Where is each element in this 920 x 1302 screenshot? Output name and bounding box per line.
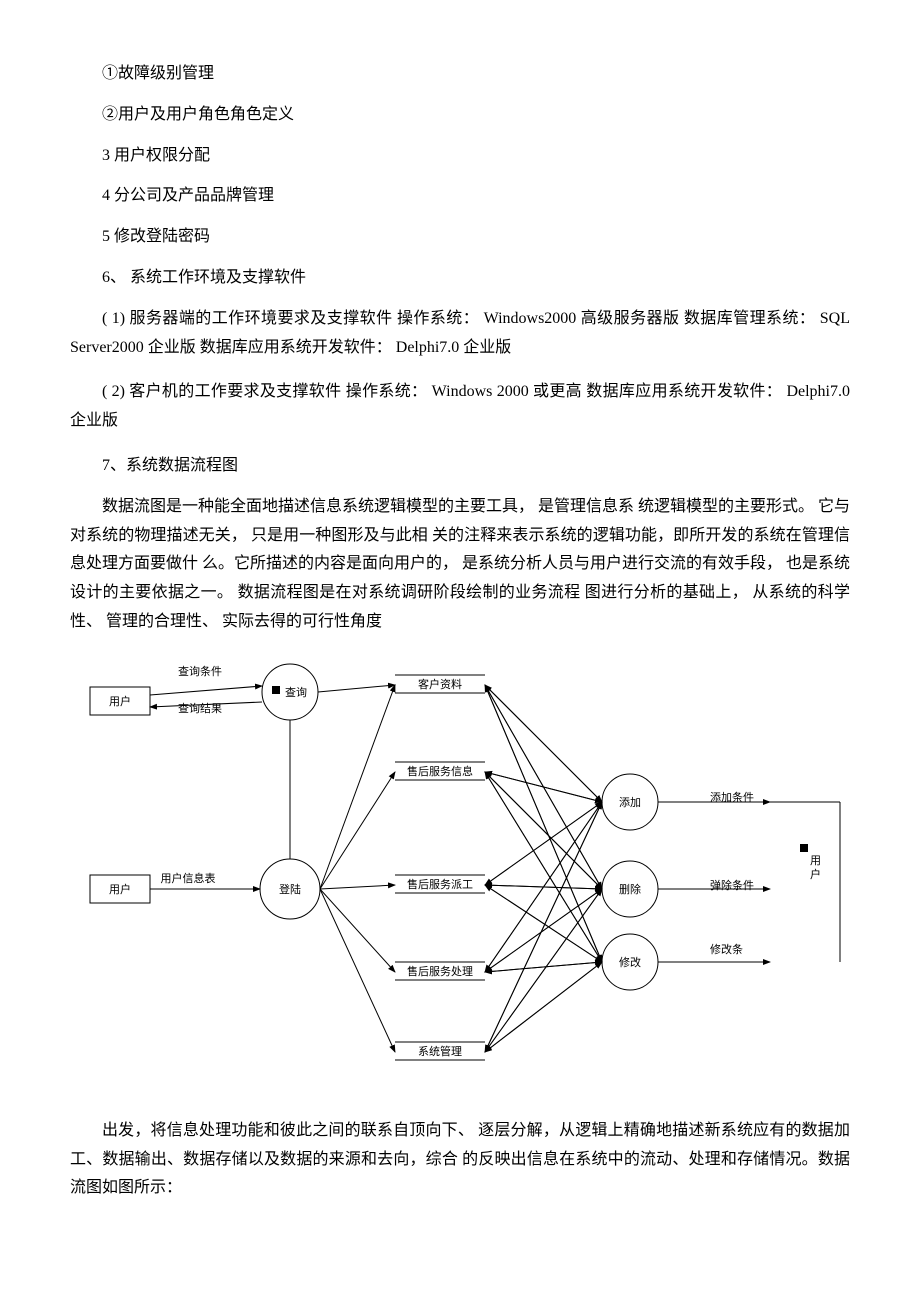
section-heading-6: 6、 系统工作环境及支撑软件: [70, 264, 850, 293]
svg-text:修改条: 修改条: [710, 942, 743, 956]
paragraph-dataflow-intro: 数据流图是一种能全面地描述信息系统逻辑模型的主要工具， 是管理信息系 统逻辑模型…: [70, 493, 850, 637]
list-item-2: ②用户及用户角色角色定义: [70, 101, 850, 130]
svg-text:用: 用: [810, 855, 821, 867]
list-item-3: 3 用户权限分配: [70, 142, 850, 171]
list-item-5: 5 修改登陆密码: [70, 223, 850, 252]
svg-text:修改: 修改: [619, 955, 641, 969]
svg-text:用户: 用户: [109, 694, 131, 708]
section-heading-7: 7、系统数据流程图: [70, 452, 850, 481]
svg-text:添加: 添加: [619, 795, 641, 809]
svg-text:登陆: 登陆: [279, 882, 301, 896]
svg-text:售后服务信息: 售后服务信息: [407, 764, 473, 778]
svg-text:售后服务派工: 售后服务派工: [407, 877, 473, 891]
list-item-1: ①故障级别管理: [70, 60, 850, 89]
svg-text:客户资料: 客户资料: [418, 677, 462, 691]
svg-text:查询结果: 查询结果: [178, 701, 222, 715]
dataflow-diagram: 用户查询查询条件查询结果用户登陆用户信息表客户资料售后服务信息售后服务派工售后服…: [70, 657, 850, 1097]
svg-text:删除: 删除: [619, 882, 641, 896]
svg-text:弹除条件: 弹除条件: [710, 878, 754, 892]
svg-text:系统管理: 系统管理: [418, 1044, 462, 1058]
paragraph-server-env: ( 1) 服务器端的工作环境要求及支撑软件 操作系统： Windows2000 …: [70, 305, 850, 363]
svg-text:用户: 用户: [109, 882, 131, 896]
svg-text:户: 户: [810, 867, 821, 881]
svg-text:用户信息表: 用户信息表: [161, 871, 216, 885]
svg-text:查询: 查询: [285, 685, 307, 699]
list-item-4: 4 分公司及产品品牌管理: [70, 182, 850, 211]
svg-text:查询条件: 查询条件: [178, 664, 222, 678]
paragraph-dataflow-outro: 出发，将信息处理功能和彼此之间的联系自顶向下、 逐层分解，从逻辑上精确地描述新系…: [70, 1117, 850, 1203]
svg-text:售后服务处理: 售后服务处理: [407, 964, 473, 978]
paragraph-client-env: ( 2) 客户机的工作要求及支撑软件 操作系统： Windows 2000 或更…: [70, 378, 850, 436]
